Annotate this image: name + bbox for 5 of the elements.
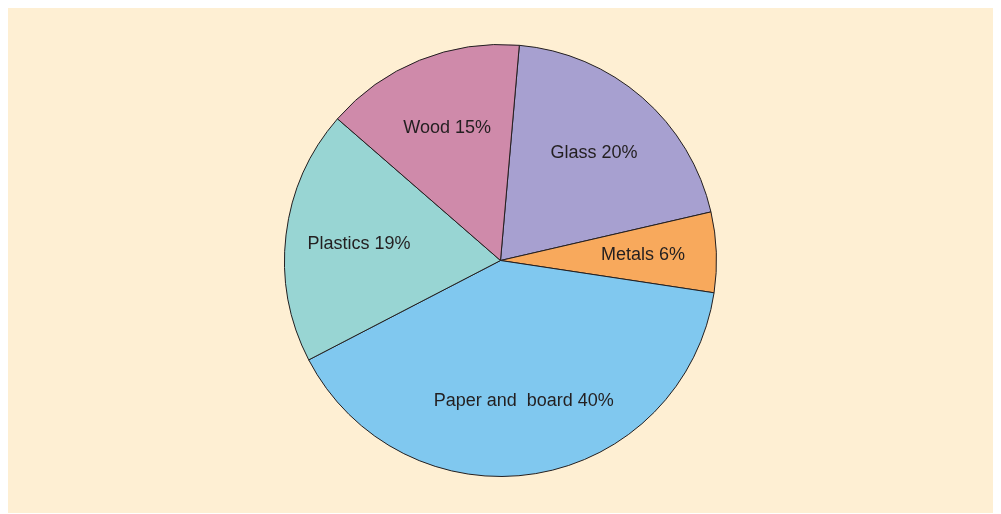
slice-label: Metals 6% — [600, 244, 685, 264]
slice-label: Glass 20% — [550, 141, 638, 162]
slice-label: Paper and board 40% — [433, 390, 614, 411]
slice-label: Wood 15% — [403, 117, 491, 138]
slice-label: Plastics 19% — [307, 232, 411, 253]
